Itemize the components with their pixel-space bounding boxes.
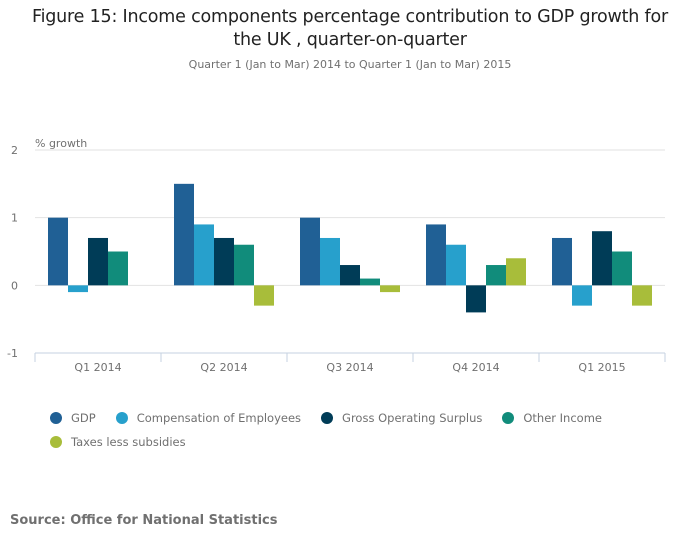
legend-item[interactable]: GDP <box>50 406 96 430</box>
legend-item[interactable]: Gross Operating Surplus <box>321 406 482 430</box>
legend-item[interactable]: Other Income <box>502 406 602 430</box>
legend-item[interactable]: Compensation of Employees <box>115 406 302 430</box>
x-tick-label: Q3 2014 <box>326 361 373 374</box>
legend-marker-icon <box>50 412 62 424</box>
y-axis-ticks: 2 1 0 -1 <box>7 144 18 360</box>
legend-label: GDP <box>71 411 96 425</box>
bars <box>48 183 652 313</box>
x-tick-label: Q2 2014 <box>200 361 247 374</box>
bar-gdp[interactable] <box>300 217 320 286</box>
legend-label: Gross Operating Surplus <box>342 411 483 425</box>
legend-marker-icon <box>321 412 334 424</box>
bar-gross-operating-surplus[interactable] <box>592 231 612 286</box>
x-tick-label: Q4 2014 <box>452 361 499 374</box>
bar-gross-operating-surplus[interactable] <box>340 265 360 286</box>
legend-marker-icon <box>115 412 128 424</box>
chart-title-line-1: Figure 15: Income components percentage … <box>32 7 668 27</box>
y-tick-label: 1 <box>11 212 18 225</box>
source-note: Source: Office for National Statistics <box>10 513 278 528</box>
y-axis-label: % growth <box>35 137 87 150</box>
legend: GDP Compensation of Employees Gross Operat… <box>50 406 670 454</box>
x-tick-label: Q1 2014 <box>74 361 121 374</box>
bar-other-income[interactable] <box>360 278 380 286</box>
bar-chart: 2 1 0 -1 % growth Q1 2014 Q2 2014 Q3 2014 Q4 2… <box>7 137 666 374</box>
legend-item[interactable]: Taxes less subsidies <box>50 430 186 454</box>
bar-compensation-of-employees[interactable] <box>572 285 592 306</box>
bar-taxes-less-subsidies[interactable] <box>254 285 274 306</box>
bar-taxes-less-subsidies[interactable] <box>632 285 652 306</box>
bar-gross-operating-surplus[interactable] <box>88 237 108 286</box>
y-tick-label: -1 <box>7 347 18 360</box>
bar-taxes-less-subsidies[interactable] <box>380 285 400 293</box>
bar-gdp[interactable] <box>552 237 572 286</box>
gridlines <box>35 149 665 286</box>
chart-title: Figure 15: Income components percentage … <box>0 6 700 52</box>
bar-compensation-of-employees[interactable] <box>194 224 214 286</box>
legend-label: Taxes less subsidies <box>71 435 186 449</box>
x-tick-label: Q1 2015 <box>578 361 625 374</box>
y-tick-label: 2 <box>11 144 18 157</box>
legend-marker-icon <box>502 412 515 424</box>
chart-title-line-2: the UK , quarter-on-quarter <box>233 30 467 50</box>
x-axis: Q1 2014 Q2 2014 Q3 2014 Q4 2014 Q1 2015 <box>34 352 666 374</box>
bar-taxes-less-subsidies[interactable] <box>506 258 526 286</box>
bar-other-income[interactable] <box>486 265 506 286</box>
bar-gross-operating-surplus[interactable] <box>466 285 486 313</box>
bar-other-income[interactable] <box>108 251 128 286</box>
bar-gdp[interactable] <box>174 183 194 286</box>
bar-compensation-of-employees[interactable] <box>320 237 340 286</box>
bar-compensation-of-employees[interactable] <box>68 285 88 293</box>
legend-label: Compensation of Employees <box>136 411 302 425</box>
legend-label: Other Income <box>523 411 602 425</box>
bar-other-income[interactable] <box>234 244 254 286</box>
bar-gross-operating-surplus[interactable] <box>214 237 234 286</box>
y-tick-label: 0 <box>11 279 18 292</box>
legend-marker-icon <box>50 436 62 448</box>
bar-compensation-of-employees[interactable] <box>446 244 466 286</box>
chart-subtitle: Quarter 1 (Jan to Mar) 2014 to Quarter 1… <box>188 58 512 71</box>
bar-other-income[interactable] <box>612 251 632 286</box>
bar-gdp[interactable] <box>48 217 68 286</box>
bar-gdp[interactable] <box>426 224 446 286</box>
